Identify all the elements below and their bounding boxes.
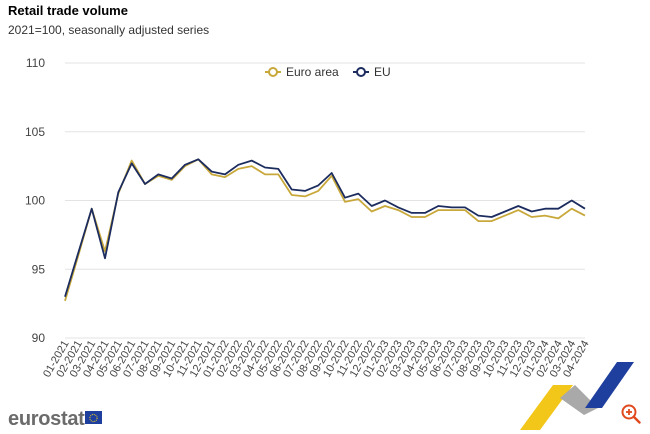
legend-label: Euro area	[286, 65, 339, 79]
eurostat-logo: eurostat	[8, 408, 85, 430]
eu-flag-icon	[85, 411, 102, 424]
legend[interactable]: Euro area EU	[265, 65, 391, 79]
legend-marker	[268, 67, 278, 77]
decorative-ribbon	[520, 362, 634, 430]
zoom-in-icon[interactable]	[620, 403, 642, 425]
series-lines	[64, 158, 586, 302]
y-tick-label: 95	[32, 262, 46, 276]
chart-subtitle: 2021=100, seasonally adjusted series	[8, 23, 210, 37]
y-tick-label: 90	[32, 331, 46, 345]
series-line-eu[interactable]	[64, 158, 586, 298]
legend-item[interactable]: Euro area	[265, 65, 339, 79]
legend-label: EU	[374, 65, 391, 79]
x-axis-ticks: 01-202102-202103-202104-202105-202106-20…	[41, 338, 592, 379]
chart-title: Retail trade volume	[8, 3, 128, 18]
y-tick-label: 105	[25, 125, 45, 139]
legend-marker	[356, 67, 366, 77]
y-axis-ticks: 90 95 100 105 110	[25, 56, 45, 345]
y-tick-label: 100	[25, 194, 45, 208]
legend-item[interactable]: EU	[353, 65, 391, 79]
grid-lines	[65, 62, 585, 339]
y-tick-label: 110	[26, 56, 45, 70]
